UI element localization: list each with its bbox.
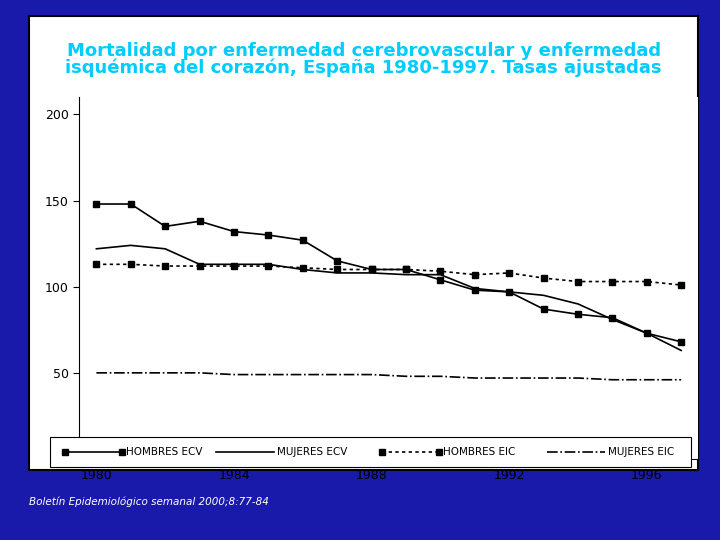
- Text: Boletín Epidemiológico semanal 2000;8:77-84: Boletín Epidemiológico semanal 2000;8:77…: [29, 497, 269, 508]
- MUJERES EIC: [642, 376, 651, 383]
- HOMBRES ECV: [127, 201, 135, 207]
- HOMBRES ECV: [367, 266, 376, 273]
- HOMBRES ECV: [642, 330, 651, 336]
- HOMBRES ECV: [402, 266, 410, 273]
- HOMBRES ECV: [230, 228, 238, 235]
- MUJERES ECV: [539, 292, 548, 299]
- HOMBRES EIC: [608, 278, 617, 285]
- MUJERES EIC: [161, 369, 169, 376]
- MUJERES ECV: [436, 272, 445, 278]
- HOMBRES EIC: [264, 263, 273, 269]
- MUJERES ECV: [470, 285, 479, 292]
- HOMBRES ECV: [608, 314, 617, 321]
- MUJERES EIC: [436, 373, 445, 380]
- HOMBRES ECV: [161, 223, 169, 230]
- HOMBRES ECV: [436, 276, 445, 283]
- Text: isquémica del corazón, España 1980-1997. Tasas ajustadas: isquémica del corazón, España 1980-1997.…: [66, 58, 662, 77]
- MUJERES ECV: [299, 266, 307, 273]
- MUJERES EIC: [230, 372, 238, 378]
- MUJERES ECV: [92, 246, 101, 252]
- HOMBRES ECV: [92, 201, 101, 207]
- HOMBRES EIC: [642, 278, 651, 285]
- HOMBRES ECV: [505, 289, 513, 295]
- HOMBRES ECV: [264, 232, 273, 238]
- Text: Mortalidad por enfermedad cerebrovascular y enfermedad: Mortalidad por enfermedad cerebrovascula…: [66, 42, 661, 60]
- MUJERES EIC: [195, 369, 204, 376]
- MUJERES ECV: [505, 289, 513, 295]
- HOMBRES EIC: [505, 269, 513, 276]
- MUJERES ECV: [161, 246, 169, 252]
- HOMBRES EIC: [92, 261, 101, 267]
- MUJERES EIC: [574, 375, 582, 381]
- Text: MUJERES EIC: MUJERES EIC: [608, 447, 675, 457]
- HOMBRES EIC: [677, 282, 685, 288]
- MUJERES EIC: [402, 373, 410, 380]
- MUJERES ECV: [574, 301, 582, 307]
- Text: MUJERES ECV: MUJERES ECV: [277, 447, 348, 457]
- HOMBRES ECV: [333, 258, 341, 264]
- HOMBRES EIC: [195, 263, 204, 269]
- MUJERES ECV: [367, 269, 376, 276]
- HOMBRES ECV: [195, 218, 204, 225]
- MUJERES EIC: [333, 372, 341, 378]
- HOMBRES EIC: [299, 265, 307, 271]
- HOMBRES EIC: [127, 261, 135, 267]
- Line: MUJERES EIC: MUJERES EIC: [96, 373, 681, 380]
- HOMBRES ECV: [299, 237, 307, 244]
- HOMBRES ECV: [539, 306, 548, 312]
- HOMBRES EIC: [161, 263, 169, 269]
- MUJERES ECV: [264, 261, 273, 267]
- MUJERES ECV: [642, 330, 651, 336]
- MUJERES EIC: [677, 376, 685, 383]
- Line: MUJERES ECV: MUJERES ECV: [96, 245, 681, 350]
- MUJERES EIC: [470, 375, 479, 381]
- HOMBRES EIC: [230, 263, 238, 269]
- MUJERES ECV: [608, 316, 617, 323]
- MUJERES EIC: [92, 369, 101, 376]
- MUJERES EIC: [608, 376, 617, 383]
- MUJERES ECV: [402, 272, 410, 278]
- HOMBRES EIC: [436, 268, 445, 274]
- MUJERES EIC: [367, 372, 376, 378]
- Text: HOMBRES ECV: HOMBRES ECV: [126, 447, 202, 457]
- MUJERES ECV: [677, 347, 685, 354]
- HOMBRES EIC: [402, 266, 410, 273]
- MUJERES ECV: [333, 269, 341, 276]
- MUJERES ECV: [230, 261, 238, 267]
- HOMBRES ECV: [677, 339, 685, 345]
- HOMBRES EIC: [574, 278, 582, 285]
- MUJERES EIC: [505, 375, 513, 381]
- Text: HOMBRES EIC: HOMBRES EIC: [443, 447, 516, 457]
- Line: HOMBRES ECV: HOMBRES ECV: [94, 201, 684, 345]
- MUJERES EIC: [264, 372, 273, 378]
- MUJERES EIC: [539, 375, 548, 381]
- HOMBRES EIC: [367, 266, 376, 273]
- MUJERES ECV: [195, 261, 204, 267]
- MUJERES ECV: [127, 242, 135, 248]
- Line: HOMBRES EIC: HOMBRES EIC: [94, 261, 684, 288]
- HOMBRES EIC: [470, 272, 479, 278]
- HOMBRES EIC: [539, 275, 548, 281]
- HOMBRES ECV: [574, 311, 582, 318]
- MUJERES EIC: [127, 369, 135, 376]
- HOMBRES ECV: [470, 287, 479, 293]
- MUJERES EIC: [299, 372, 307, 378]
- HOMBRES EIC: [333, 266, 341, 273]
